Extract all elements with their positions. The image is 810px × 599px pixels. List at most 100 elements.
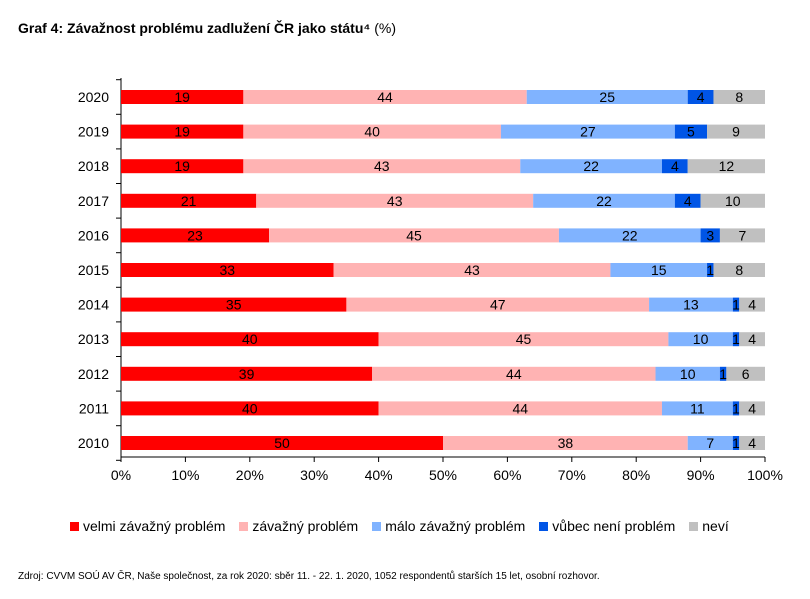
- y-tick-label: 2013: [78, 331, 109, 347]
- data-label: 44: [506, 366, 522, 382]
- data-label: 1: [719, 366, 727, 382]
- y-tick-label: 2011: [79, 400, 109, 416]
- bar-segment: [121, 124, 244, 139]
- x-tick-label: 0%: [111, 467, 131, 483]
- bar-segment: [732, 297, 740, 312]
- stacked-bar-chart: 0% 10% 20% 30% 40% 50% 60% 70% 80% 90% 100%2020 19 4…: [78, 78, 783, 483]
- data-label: 21: [181, 193, 197, 209]
- data-label: 8: [735, 262, 743, 278]
- bar-segment: [707, 124, 765, 139]
- bar-segment: [739, 436, 765, 450]
- data-label: 4: [748, 400, 756, 416]
- legend-item: velmi závažný problém: [70, 518, 225, 534]
- bar-segment: [732, 401, 740, 416]
- data-label: 4: [748, 331, 756, 347]
- data-label: 50: [274, 435, 290, 451]
- data-label: 22: [622, 227, 638, 243]
- bar-segment: [558, 228, 701, 243]
- data-label: 19: [174, 158, 190, 174]
- bar-segment: [346, 297, 650, 312]
- legend-label: velmi závažný problém: [83, 518, 226, 534]
- bar-segment: [700, 228, 720, 243]
- bar-segment: [121, 159, 244, 174]
- data-label: 13: [683, 297, 699, 313]
- bar-segment: [700, 193, 765, 208]
- data-label: 35: [226, 297, 242, 313]
- bar-segment: [243, 159, 521, 174]
- x-tick-label: 10%: [171, 467, 199, 483]
- bar-segment: [269, 228, 559, 243]
- legend-item: vůbec není problém: [539, 518, 675, 534]
- data-label: 44: [377, 89, 393, 105]
- bar-segment: [333, 263, 611, 277]
- bar-segment: [649, 297, 733, 312]
- data-label: 4: [748, 297, 756, 313]
- bar-segment: [378, 332, 669, 347]
- data-label: 45: [516, 331, 532, 347]
- chart-title: Graf 4: Závažnost problému zadlužení ČR …: [18, 20, 396, 36]
- bar-segment: [533, 193, 675, 208]
- data-label: 39: [239, 366, 255, 382]
- bar-segment: [732, 332, 740, 347]
- bar-segment: [713, 263, 765, 277]
- bar-segment: [526, 90, 688, 104]
- bar-segment: [661, 401, 733, 416]
- y-tick-label: 2020: [78, 89, 109, 105]
- x-tick-label: 90%: [687, 467, 715, 483]
- data-label: 7: [706, 435, 714, 451]
- legend-label: málo závažný problém: [385, 518, 526, 534]
- bar-segment: [668, 332, 733, 347]
- data-label: 8: [735, 89, 743, 105]
- bar-segment: [726, 366, 765, 381]
- bar-segment: [719, 366, 727, 381]
- bar-segment: [687, 90, 714, 104]
- data-label: 47: [490, 297, 506, 313]
- y-tick-label: 2019: [78, 124, 109, 140]
- y-tick-label: 2015: [78, 262, 109, 278]
- data-label: 10: [680, 366, 696, 382]
- data-label: 22: [583, 158, 599, 174]
- data-label: 9: [732, 124, 740, 140]
- data-label: 27: [580, 124, 596, 140]
- data-label: 5: [687, 124, 695, 140]
- y-tick-label: 2010: [78, 435, 109, 451]
- bar-segment: [121, 263, 334, 277]
- data-label: 22: [596, 193, 612, 209]
- data-label: 43: [464, 262, 480, 278]
- bar-segment: [687, 159, 765, 174]
- data-label: 4: [671, 158, 679, 174]
- bar-segment: [520, 159, 662, 174]
- bar-segment: [121, 228, 270, 243]
- data-label: 3: [706, 227, 714, 243]
- data-label: 10: [693, 331, 709, 347]
- legend-swatch: [70, 521, 79, 531]
- bar-segment: [372, 366, 656, 381]
- bar-segment: [739, 332, 765, 347]
- data-label: 10: [725, 193, 741, 209]
- y-tick-label: 2014: [78, 297, 109, 313]
- legend-label: vůbec není problém: [552, 518, 676, 534]
- legend-swatch: [539, 521, 549, 531]
- legend-swatch: [372, 521, 382, 531]
- x-tick-label: 60%: [493, 467, 521, 483]
- bar-segment: [739, 297, 765, 312]
- data-label: 7: [739, 227, 747, 243]
- bar-segment: [256, 193, 534, 208]
- bar-segment: [674, 193, 701, 208]
- bar-segment: [500, 124, 675, 139]
- bar-segment: [655, 366, 720, 381]
- x-tick-label: 20%: [236, 467, 264, 483]
- legend-label: neví: [702, 518, 729, 534]
- bar-segment: [687, 436, 733, 450]
- bar-segment: [121, 366, 373, 381]
- bar-segment: [674, 124, 708, 139]
- chart-title-main: Graf 4: Závažnost problému zadlužení ČR …: [18, 20, 371, 36]
- y-tick-label: 2012: [78, 366, 109, 382]
- x-tick-label: 70%: [558, 467, 586, 483]
- data-label: 1: [732, 400, 740, 416]
- legend-item: málo závažný problém: [372, 518, 525, 534]
- bar-segment: [121, 193, 257, 208]
- data-label: 19: [174, 124, 190, 140]
- data-label: 43: [387, 193, 403, 209]
- bar-segment: [121, 90, 244, 104]
